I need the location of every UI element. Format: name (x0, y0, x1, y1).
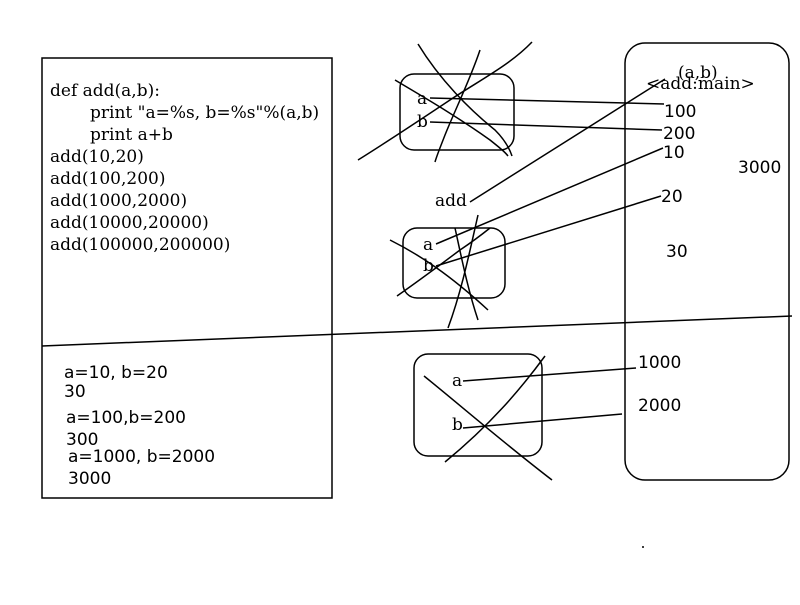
value-20: 20 (661, 187, 683, 207)
ref-frame1-a-to-100 (429, 97, 665, 105)
code-def-line: def add(a,b): (50, 81, 160, 101)
code-print-sum-line: print a+b (90, 125, 173, 145)
ref-add-to-main (469, 78, 666, 203)
output-line-6: 3000 (68, 469, 111, 489)
heap-params-label: (a,b) (678, 63, 718, 83)
divider-line (41, 315, 793, 347)
frame-1-cross-out (357, 41, 533, 163)
output-line-2: 30 (64, 382, 86, 402)
value-1000: 1000 (638, 353, 681, 373)
output-line-3: a=100,b=200 (66, 408, 186, 428)
frame-3-a-label: a (452, 371, 462, 391)
frame-2-box (402, 227, 506, 299)
value-2000: 2000 (638, 396, 681, 416)
value-200: 200 (663, 124, 695, 144)
frame-3-cross-out (423, 355, 553, 481)
output-line-5: a=1000, b=2000 (68, 447, 215, 467)
frame-1-b-label: b (417, 112, 428, 132)
ref-frame3-b-to-2000 (462, 413, 623, 429)
add-label: add (435, 191, 467, 211)
code-print-format-line: print "a=%s, b=%s"%(a,b) (90, 103, 319, 123)
code-call-1: add(10,20) (50, 147, 144, 167)
code-call-4: add(10000,20000) (50, 213, 209, 233)
frame-3-box (413, 353, 543, 457)
code-box (41, 57, 333, 499)
ref-frame2-b-to-20 (435, 195, 662, 267)
code-call-5: add(100000,200000) (50, 235, 230, 255)
reference-lines (429, 78, 666, 429)
frame-2-cross-out (389, 214, 491, 329)
value-30: 30 (666, 242, 688, 262)
value-10: 10 (663, 143, 685, 163)
frame-1-box (399, 73, 515, 151)
stray-dot (642, 546, 644, 548)
ref-frame1-b-to-200 (429, 121, 663, 131)
frame-3-b-label: b (452, 415, 463, 435)
output-line-4: 300 (66, 430, 98, 450)
code-call-3: add(1000,2000) (50, 191, 187, 211)
value-100: 100 (664, 102, 696, 122)
value-3000: 3000 (738, 158, 781, 178)
frame-1-a-label: a (417, 89, 427, 109)
code-call-2: add(100,200) (50, 169, 165, 189)
ref-frame3-a-to-1000 (462, 367, 637, 382)
frame-2-a-label: a (423, 235, 433, 255)
frame-2-b-label: b (423, 256, 434, 276)
ref-frame2-a-to-10 (435, 147, 664, 245)
heap-main-label: <add:main> (646, 74, 755, 94)
output-line-1: a=10, b=20 (64, 363, 168, 383)
namespace-box (624, 42, 790, 481)
